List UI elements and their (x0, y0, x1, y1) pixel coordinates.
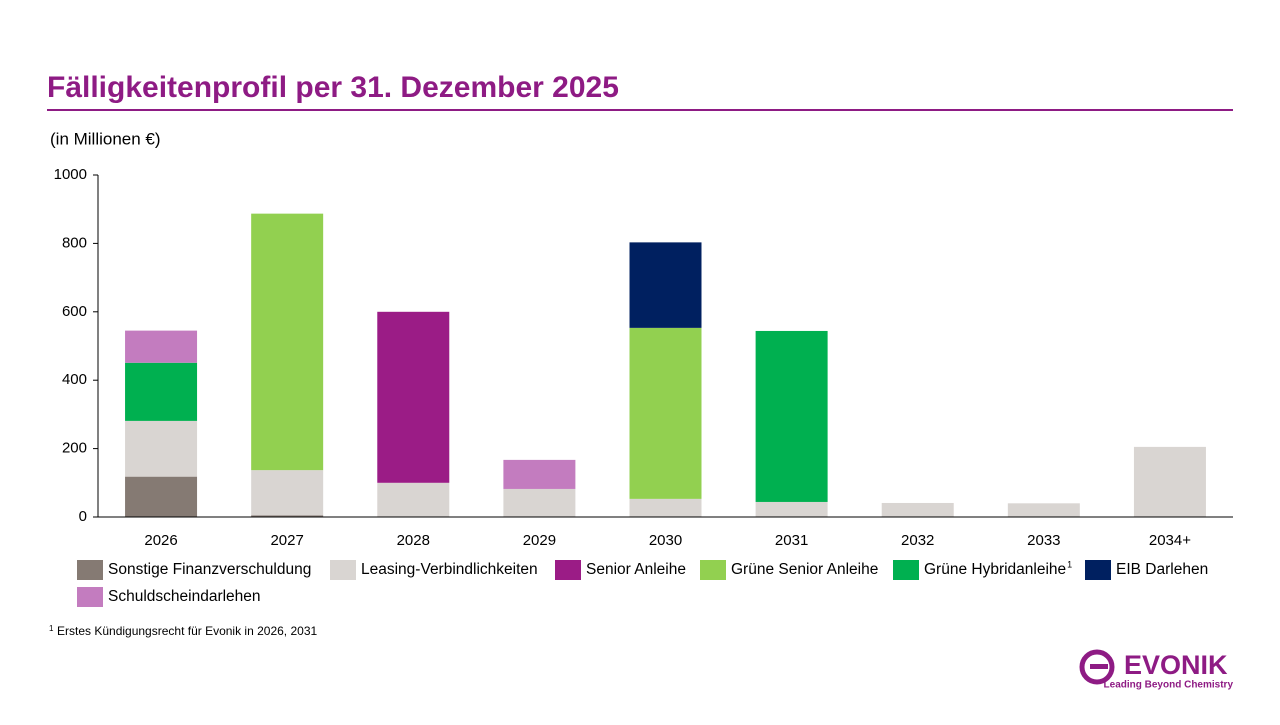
logo-bar (1090, 664, 1108, 669)
y-tick-label: 0 (79, 508, 87, 525)
x-tick-label: 2031 (775, 532, 808, 549)
logo-name: EVONIK (1124, 650, 1228, 680)
y-tick-label: 1000 (54, 166, 87, 183)
legend-label: Leasing-Verbindlichkeiten (361, 561, 538, 578)
footnote: Erstes Kündigungsrecht für Evonik in 202… (57, 624, 317, 638)
chart-title: Fälligkeitenprofil per 31. Dezember 2025 (47, 71, 619, 104)
bar-segment (125, 362, 198, 421)
x-tick-label: 2033 (1027, 532, 1060, 549)
bar-segment (251, 470, 324, 516)
y-tick-label: 200 (62, 440, 87, 457)
legend-note: 1 (1067, 559, 1072, 569)
bar-segment (629, 498, 702, 517)
x-tick-label: 2029 (523, 532, 556, 549)
bar-segment (629, 327, 702, 499)
footnote-marker: 1 (49, 624, 54, 633)
legend-swatch (700, 560, 726, 580)
x-tick-label: 2034+ (1149, 532, 1191, 549)
bar-segment (755, 330, 828, 502)
legend-swatch (555, 560, 581, 580)
x-tick-label: 2027 (270, 532, 303, 549)
bar-segment (503, 459, 576, 489)
legend-label: Grüne Hybridanleihe (924, 561, 1066, 578)
bar-segment (251, 515, 324, 517)
logo-tagline: Leading Beyond Chemistry (1104, 680, 1234, 691)
bar-segment (125, 330, 198, 363)
legend-swatch (77, 587, 103, 607)
bar-segment (629, 242, 702, 328)
x-tick-label: 2026 (144, 532, 177, 549)
x-tick-label: 2030 (649, 532, 682, 549)
y-tick-label: 600 (62, 303, 87, 320)
x-tick-label: 2032 (901, 532, 934, 549)
bar-segment (503, 488, 576, 517)
bar-segment (1007, 503, 1080, 517)
y-tick-label: 800 (62, 234, 87, 251)
legend-swatch (330, 560, 356, 580)
bar-segment (377, 482, 450, 517)
bar-segment (881, 502, 954, 517)
logo: EVONIK Leading Beyond Chemistry (1079, 649, 1234, 691)
bar-segment (125, 476, 198, 517)
y-tick-label: 400 (62, 371, 87, 388)
legend-swatch (77, 560, 103, 580)
legend-label: Grüne Senior Anleihe (731, 561, 878, 578)
logo-mark (1079, 649, 1115, 685)
legend-label: Senior Anleihe (586, 561, 686, 578)
legend-label: EIB Darlehen (1116, 561, 1208, 578)
legend-swatch (1085, 560, 1111, 580)
bar-segment (755, 501, 828, 517)
legend-swatch (893, 560, 919, 580)
bar-segment (1133, 446, 1206, 517)
legend-label: Schuldscheindarlehen (108, 588, 261, 605)
bar-segment (377, 311, 450, 483)
bar-segment (125, 420, 198, 477)
legend-label: Sonstige Finanzverschuldung (108, 561, 311, 578)
x-tick-label: 2028 (397, 532, 430, 549)
bar-segment (251, 213, 324, 471)
subtitle: (in Millionen €) (50, 129, 161, 148)
